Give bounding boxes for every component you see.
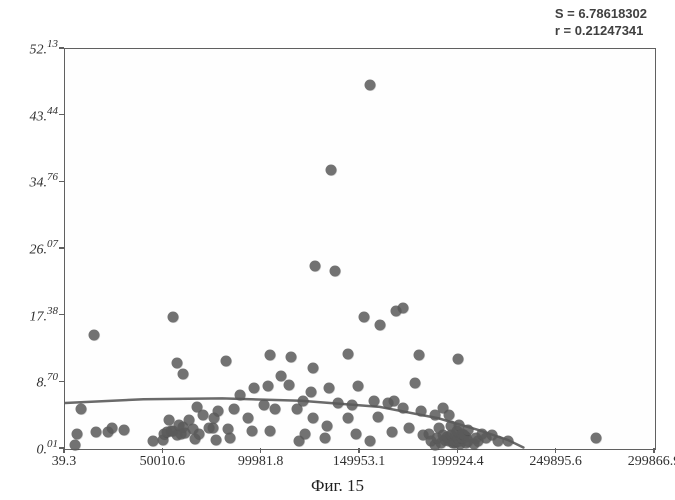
xtick-label: 50010.6: [140, 454, 186, 470]
scatter-point: [343, 413, 354, 424]
ytick-label: 52.13: [8, 38, 58, 58]
ytick-label: 43.44: [8, 105, 58, 125]
scatter-point: [319, 432, 330, 443]
scatter-point: [351, 428, 362, 439]
scatter-point: [323, 382, 334, 393]
scatter-point: [364, 79, 375, 90]
scatter-point: [502, 436, 513, 447]
scatter-point: [443, 409, 454, 420]
scatter-point: [242, 413, 253, 424]
xtick-mark: [555, 448, 557, 453]
stat-s: S = 6.78618302: [555, 6, 647, 23]
ytick-label: 17.38: [8, 305, 58, 325]
xtick-label: 299866.9: [628, 454, 675, 470]
scatter-point: [71, 428, 82, 439]
scatter-point: [235, 390, 246, 401]
scatter-point: [374, 319, 385, 330]
scatter-point: [91, 427, 102, 438]
xtick-label: 199924.4: [431, 454, 484, 470]
scatter-point: [246, 425, 257, 436]
scatter-point: [307, 363, 318, 374]
scatter-point: [107, 422, 118, 433]
scatter-point: [89, 330, 100, 341]
plot-area: [64, 48, 656, 450]
scatter-point: [75, 404, 86, 415]
scatter-point: [286, 351, 297, 362]
scatter-point: [453, 353, 464, 364]
xtick-mark: [63, 448, 65, 453]
scatter-point: [264, 425, 275, 436]
scatter-point: [118, 424, 129, 435]
xtick-label: 39.3: [52, 454, 77, 470]
scatter-point: [284, 379, 295, 390]
scatter-point: [225, 432, 236, 443]
scatter-point: [168, 312, 179, 323]
xtick-mark: [260, 448, 262, 453]
scatter-point: [398, 402, 409, 413]
scatter-point: [264, 350, 275, 361]
scatter-point: [270, 404, 281, 415]
scatter-point: [197, 410, 208, 421]
figure-caption: Фиг. 15: [0, 476, 675, 496]
scatter-point: [229, 404, 240, 415]
ytick-label: 34.76: [8, 171, 58, 191]
stats-block: S = 6.78618302 r = 0.21247341: [555, 6, 647, 40]
xtick-label: 99981.8: [238, 454, 284, 470]
ytick-mark: [59, 314, 64, 316]
scatter-point: [307, 413, 318, 424]
ytick-mark: [59, 247, 64, 249]
xtick-mark: [653, 448, 655, 453]
ytick-label: 8.70: [8, 371, 58, 391]
ytick-mark: [59, 181, 64, 183]
scatter-point: [305, 386, 316, 397]
scatter-point: [298, 396, 309, 407]
scatter-point: [591, 432, 602, 443]
scatter-point: [347, 399, 358, 410]
scatter-point: [299, 428, 310, 439]
ytick-label: 0.01: [8, 438, 58, 458]
scatter-point: [410, 378, 421, 389]
scatter-point: [221, 355, 232, 366]
scatter-point: [321, 421, 332, 432]
scatter-point: [172, 358, 183, 369]
scatter-point: [248, 382, 259, 393]
xtick-mark: [162, 448, 164, 453]
ytick-mark: [59, 47, 64, 49]
scatter-point: [398, 302, 409, 313]
scatter-point: [359, 312, 370, 323]
scatter-point: [386, 427, 397, 438]
scatter-point: [325, 164, 336, 175]
scatter-point: [343, 348, 354, 359]
xtick-label: 249895.6: [529, 454, 582, 470]
scatter-point: [258, 399, 269, 410]
scatter-point: [329, 266, 340, 277]
scatter-point: [416, 405, 427, 416]
scatter-point: [213, 405, 224, 416]
scatter-point: [333, 398, 344, 409]
ytick-mark: [59, 381, 64, 383]
xtick-mark: [358, 448, 360, 453]
scatter-point: [69, 440, 80, 451]
scatter-point: [309, 261, 320, 272]
scatter-point: [372, 411, 383, 422]
scatter-point: [414, 350, 425, 361]
scatter-point: [364, 436, 375, 447]
scatter-point: [262, 381, 273, 392]
ytick-mark: [59, 114, 64, 116]
scatter-point: [368, 396, 379, 407]
scatter-point: [211, 434, 222, 445]
stat-r: r = 0.21247341: [555, 23, 647, 40]
xtick-label: 149953.1: [333, 454, 386, 470]
scatter-point: [404, 422, 415, 433]
xtick-mark: [457, 448, 459, 453]
scatter-point: [177, 368, 188, 379]
scatter-point: [353, 381, 364, 392]
ytick-label: 26.07: [8, 238, 58, 258]
